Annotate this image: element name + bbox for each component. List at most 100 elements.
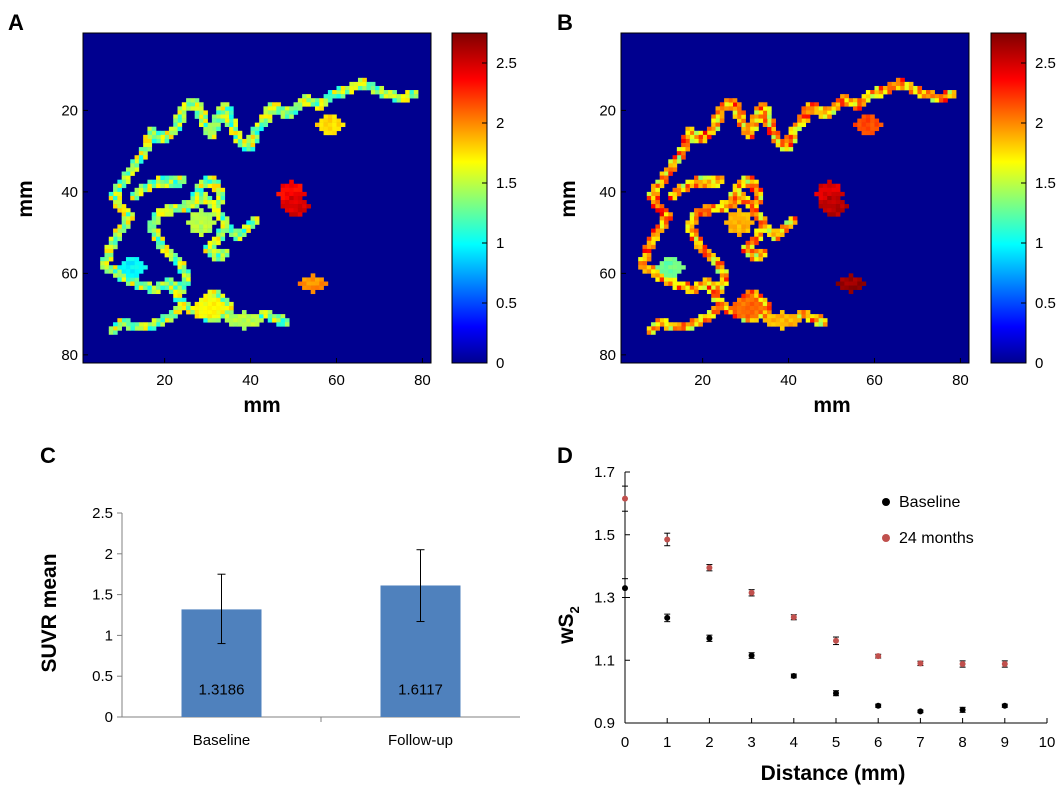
- heatmap-cell: [134, 285, 140, 290]
- heatmap-cell: [702, 130, 708, 136]
- heatmap-cell: [108, 240, 114, 246]
- heatmap-cell: [207, 305, 213, 311]
- heatmap-cell: [203, 114, 208, 119]
- heatmap-cell: [113, 191, 118, 197]
- heatmap-cell: [186, 98, 191, 103]
- heatmap-cell: [749, 236, 755, 242]
- heatmap-cell: [719, 277, 725, 282]
- heatmap-cell: [224, 301, 230, 307]
- heatmap-cell: [177, 289, 183, 295]
- heatmap-cell: [306, 204, 312, 209]
- heatmap-cell: [267, 318, 273, 323]
- heatmap-cell: [663, 273, 669, 278]
- heatmap-cell: [754, 195, 759, 201]
- heatmap-cell: [117, 277, 122, 282]
- heatmap-cell: [676, 147, 682, 152]
- heatmap-cell: [297, 106, 303, 111]
- heatmap-cell: [224, 114, 230, 119]
- heatmap-cell: [737, 220, 742, 225]
- heatmap-cell: [113, 244, 118, 250]
- heatmap-cell: [749, 289, 755, 295]
- heatmap-cell: [327, 114, 333, 119]
- heatmap-cell: [706, 281, 712, 286]
- heatmap-cell: [156, 175, 161, 180]
- heatmap-cell: [840, 94, 845, 99]
- heatmap-cell: [156, 220, 161, 225]
- heatmap-cell: [284, 318, 290, 323]
- heatmap-cell: [715, 179, 721, 185]
- heatmap-cell: [229, 122, 234, 127]
- heatmap-cell: [745, 216, 751, 221]
- heatmap-cell: [779, 326, 785, 331]
- heatmap-cell: [831, 212, 837, 217]
- heatmap-cell: [947, 90, 953, 95]
- heatmap-cell: [323, 118, 329, 123]
- heatmap-cell: [375, 90, 380, 95]
- heatmap-cell: [784, 138, 789, 144]
- heatmap-cell: [758, 224, 764, 229]
- heatmap-cell: [250, 220, 256, 225]
- heatmap-cell: [203, 212, 208, 217]
- heatmap-cell: [938, 94, 944, 99]
- heatmap-cell: [220, 114, 226, 119]
- heatmap-cell: [143, 143, 148, 148]
- heatmap-cell: [229, 322, 234, 327]
- heatmap-cell: [237, 138, 243, 144]
- heatmap-cell: [220, 301, 226, 307]
- heatmap-cell: [818, 195, 824, 201]
- heatmap-cell: [741, 314, 746, 319]
- heatmap-cell: [741, 228, 746, 233]
- heatmap-cell: [779, 314, 785, 319]
- heatmap-cell: [853, 98, 858, 103]
- heatmap-cell: [749, 297, 755, 303]
- heatmap-cell: [835, 208, 841, 213]
- heatmap-x-tick-label: 80: [952, 372, 969, 389]
- heatmap-cell: [762, 310, 768, 315]
- heatmap-cell: [284, 200, 290, 205]
- heatmap-cell: [663, 224, 669, 229]
- heatmap-cell: [310, 102, 316, 107]
- heatmap-cell: [117, 183, 122, 189]
- heatmap-cell: [741, 118, 746, 123]
- heatmap-cell: [130, 191, 135, 197]
- heatmap-cell: [181, 208, 187, 213]
- heatmap-cell: [732, 204, 738, 209]
- heatmap-cell: [831, 204, 837, 209]
- heatmap-cell: [229, 314, 234, 319]
- heatmap-cell: [655, 322, 660, 327]
- heatmap-cell: [848, 273, 854, 278]
- heatmap-cell: [668, 257, 673, 262]
- heatmap-cell: [160, 318, 165, 323]
- scatter-d-point: [622, 585, 628, 592]
- heatmap-cell: [895, 85, 901, 91]
- heatmap-cell: [280, 183, 286, 189]
- heatmap-cell: [276, 102, 281, 107]
- heatmap-cell: [289, 212, 294, 217]
- heatmap-cell: [728, 310, 734, 315]
- heatmap-cell: [246, 224, 251, 229]
- heatmap-cell: [668, 322, 673, 327]
- heatmap-cell: [117, 204, 122, 209]
- heatmap-cell: [767, 232, 772, 237]
- heatmap-cell: [857, 98, 862, 103]
- heatmap-cell: [233, 122, 238, 127]
- heatmap-cell: [289, 208, 294, 213]
- heatmap-cell: [831, 200, 837, 205]
- bar-value-label: 1.6117: [398, 682, 443, 699]
- heatmap-cell: [741, 305, 746, 311]
- heatmap-cell: [211, 212, 217, 217]
- colorbar-tick-label: 0.5: [496, 295, 517, 312]
- heatmap-cell: [745, 228, 751, 233]
- heatmap-cell: [130, 281, 135, 286]
- heatmap-y-tick-label: 60: [599, 265, 616, 282]
- heatmap-cell: [681, 155, 686, 160]
- heatmap-cell: [775, 143, 781, 148]
- heatmap-cell: [754, 187, 759, 193]
- heatmap-cell: [237, 228, 243, 233]
- heatmap-cell: [908, 81, 914, 87]
- heatmap-cell: [737, 212, 742, 217]
- heatmap-cell: [216, 310, 221, 315]
- heatmap-cell: [199, 122, 204, 127]
- heatmap-cell: [130, 257, 135, 262]
- heatmap-cell: [181, 204, 187, 209]
